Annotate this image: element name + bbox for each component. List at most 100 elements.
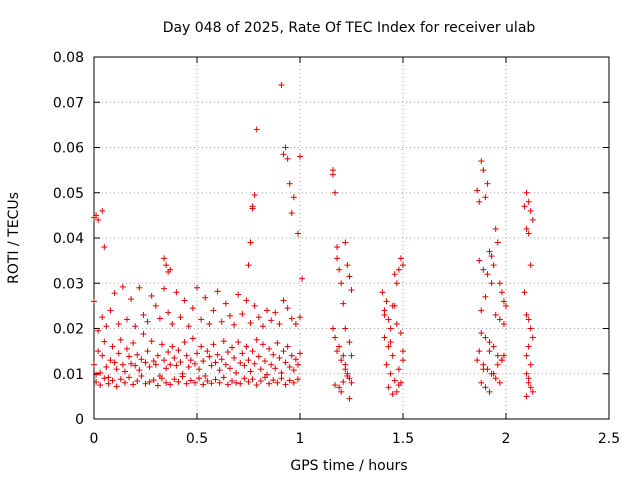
data-point: [140, 330, 147, 337]
data-point: [332, 334, 339, 341]
data-point: [521, 289, 528, 296]
data-point: [208, 362, 215, 369]
data-point: [340, 300, 347, 307]
data-point: [523, 225, 530, 232]
data-point: [150, 377, 157, 384]
data-point: [202, 373, 209, 380]
data-point: [329, 325, 336, 332]
data-point: [286, 180, 293, 187]
data-point: [387, 325, 394, 332]
data-point: [101, 375, 108, 382]
data-point: [478, 307, 485, 314]
data-point: [527, 207, 534, 214]
data-point: [270, 351, 277, 358]
data-point: [101, 244, 108, 251]
data-point: [214, 351, 221, 358]
data-point: [105, 374, 112, 381]
data-point: [385, 343, 392, 350]
data-point: [132, 362, 139, 369]
data-point: [158, 375, 165, 382]
data-point: [119, 283, 126, 290]
data-point: [142, 359, 149, 366]
data-point: [222, 361, 229, 368]
data-point: [480, 266, 487, 273]
x-axis-label: GPS time / hours: [290, 458, 407, 474]
data-point: [482, 334, 489, 341]
data-point: [99, 314, 106, 321]
data-point: [478, 158, 485, 165]
y-tick-label: 0.02: [53, 322, 84, 338]
data-point: [134, 377, 141, 384]
data-point: [99, 207, 106, 214]
data-point: [251, 360, 258, 367]
data-point: [121, 368, 128, 375]
data-point: [391, 271, 398, 278]
data-point: [224, 381, 231, 388]
data-point: [492, 225, 499, 232]
data-point: [165, 349, 172, 356]
data-point: [249, 376, 256, 383]
data-point: [282, 359, 289, 366]
data-point: [344, 373, 351, 380]
data-point: [194, 350, 200, 357]
data-point: [494, 239, 501, 246]
data-point: [525, 343, 532, 350]
y-axis-label: ROTI / TECUs: [6, 192, 22, 284]
data-point: [484, 180, 491, 187]
data-point: [261, 358, 268, 365]
data-point: [280, 297, 287, 304]
data-point: [200, 358, 207, 365]
data-point: [288, 315, 295, 322]
data-point: [389, 352, 396, 359]
data-point: [523, 311, 530, 318]
data-point: [218, 318, 225, 325]
data-point: [249, 348, 256, 355]
data-point: [154, 382, 161, 389]
data-point: [332, 189, 339, 196]
data-point: [185, 363, 192, 370]
data-point: [154, 352, 161, 359]
data-point: [400, 348, 406, 355]
data-point: [400, 357, 406, 364]
data-point: [397, 330, 404, 337]
chart-grid: [94, 57, 609, 419]
data-point: [282, 381, 289, 388]
data-point: [212, 359, 219, 366]
data-point: [342, 239, 349, 246]
data-point: [123, 316, 130, 323]
data-point: [288, 210, 295, 217]
data-point: [496, 280, 503, 287]
data-point: [189, 335, 196, 342]
data-point: [286, 363, 293, 370]
data-point: [261, 374, 268, 381]
data-point: [278, 82, 285, 89]
data-point: [130, 381, 137, 388]
data-point: [389, 391, 396, 398]
data-point: [500, 320, 507, 327]
data-point: [146, 363, 153, 370]
data-point: [391, 377, 398, 384]
data-point: [156, 315, 163, 322]
data-point: [272, 365, 279, 372]
x-tick-label: 0: [90, 431, 99, 447]
data-point: [152, 302, 159, 309]
data-point: [187, 357, 194, 364]
data-point: [220, 374, 227, 381]
data-point: [492, 311, 499, 318]
data-point: [144, 348, 151, 355]
data-point: [245, 378, 252, 385]
data-point: [210, 307, 217, 314]
data-point: [284, 155, 291, 162]
data-point: [476, 198, 483, 205]
data-point: [486, 388, 493, 395]
data-point: [216, 367, 223, 374]
data-point: [385, 316, 392, 323]
data-point: [336, 343, 343, 350]
x-tick-label: 2: [502, 431, 511, 447]
data-point: [187, 377, 194, 384]
data-point: [488, 280, 495, 287]
data-point: [245, 357, 252, 364]
data-point: [272, 309, 279, 316]
data-point: [175, 378, 182, 385]
